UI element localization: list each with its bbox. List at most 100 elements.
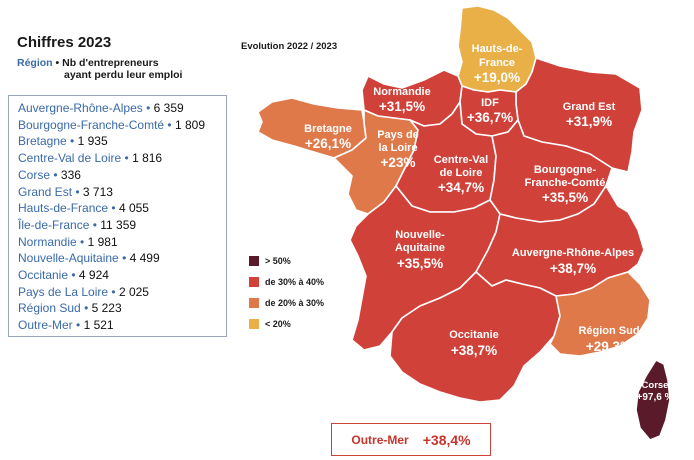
list-item-name: Île-de-France xyxy=(18,217,90,232)
list-item: Bretagne • 1 935 xyxy=(18,133,226,150)
list-item-name: Bretagne xyxy=(18,134,67,149)
list-item-separator: • xyxy=(167,117,172,132)
label-hdf-value: +19,0% xyxy=(474,70,520,85)
outre-mer-name: Outre-Mer xyxy=(351,432,409,447)
list-item-value: 336 xyxy=(60,167,81,182)
label-occ-name: Occitanie xyxy=(449,329,499,341)
legend-key-separator: • xyxy=(55,57,60,69)
label-cvl-value: +34,7% xyxy=(438,180,484,195)
list-item-name: Hauts-de-France xyxy=(18,201,109,216)
label-idf-value: +36,7% xyxy=(467,110,513,125)
label-ge-name: Grand Est xyxy=(563,101,616,113)
label-occ-value: +38,7% xyxy=(451,343,497,358)
list-item-value: 3 713 xyxy=(82,184,113,199)
list-item-separator: • xyxy=(122,251,127,266)
list-item-separator: • xyxy=(146,101,151,115)
list-item-name: Occitanie xyxy=(18,268,69,283)
label-sud-value: +29,3% xyxy=(586,339,632,354)
legend-swatch xyxy=(249,255,259,266)
label-hdf-name-2: France xyxy=(479,57,515,69)
label-bfc-value: +35,5% xyxy=(542,190,588,205)
label-bret-name: Bretagne xyxy=(304,123,352,135)
list-item-value: 2 025 xyxy=(118,284,149,299)
label-na-name-1: Nouvelle- xyxy=(395,229,445,241)
evolution-title: Evolution 2022 / 2023 xyxy=(241,41,338,52)
list-item: Normandie • 1 981 xyxy=(18,234,226,251)
list-item: Île-de-France • 11 359 xyxy=(18,217,226,234)
label-corse-name: Corse xyxy=(642,380,669,391)
list-item: Corse • 336 xyxy=(18,167,226,184)
list-item-name: Région Sud xyxy=(18,301,81,316)
label-na-value: +35,5% xyxy=(397,256,443,271)
label-bfc-name-2: Franche-Comté xyxy=(525,177,606,189)
label-na-name-2: Aquitaine xyxy=(395,242,445,254)
label-pdl-name-2: la Loire xyxy=(378,142,417,154)
legend-swatch xyxy=(249,297,259,308)
list-item-name: Corse xyxy=(18,167,51,182)
legend-label: de 30% à 40% xyxy=(265,276,325,287)
label-idf-name: IDF xyxy=(481,97,499,109)
list-item: Occitanie • 4 924 xyxy=(18,267,226,284)
list-item-value: 1 816 xyxy=(132,151,163,166)
label-ara-value: +38,7% xyxy=(550,261,596,276)
label-bfc-name-1: Bourgogne- xyxy=(534,164,597,176)
list-item-name: Normandie xyxy=(18,234,77,249)
list-item-name: Pays de La Loire xyxy=(18,284,109,299)
list-item-separator: • xyxy=(76,318,81,333)
legend-label: > 50% xyxy=(265,255,291,266)
list-item-value: 1 809 xyxy=(174,117,205,132)
label-bret-value: +26,1% xyxy=(305,136,351,151)
legend-key-desc-line2: ayant perdu leur emploi xyxy=(64,69,183,81)
list-item-name: Bourgogne-Franche-Comté xyxy=(18,117,165,132)
label-norm-name: Normandie xyxy=(373,86,430,98)
legend-entry: > 50% xyxy=(249,250,324,271)
label-norm-value: +31,5% xyxy=(379,99,425,114)
list-item-separator: • xyxy=(71,268,76,283)
legend-swatch xyxy=(249,276,259,287)
list-item: Pays de La Loire • 2 025 xyxy=(18,284,226,301)
list-item-name: Centre-Val de Loire xyxy=(18,151,122,166)
list-item-value: 4 924 xyxy=(78,268,109,283)
list-item: Hauts-de-France • 4 055 xyxy=(18,200,226,217)
label-pdl-name-1: Pays de xyxy=(377,129,419,141)
region-corse xyxy=(635,359,671,441)
legend-key-region: Région xyxy=(17,57,53,69)
label-ge-value: +31,9% xyxy=(566,114,612,129)
label-cvl-name-2: de Loire xyxy=(440,167,483,179)
list-item: Centre-Val de Loire • 1 816 xyxy=(18,150,226,167)
list-item: Auvergne-Rhône-Alpes • 6 359 xyxy=(18,100,226,117)
legend-swatch xyxy=(249,318,259,329)
region-sud xyxy=(549,271,651,357)
label-sud-name: Région Sud xyxy=(578,325,639,337)
label-hdf-name-1: Hauts-de- xyxy=(472,43,523,55)
list-item-value: 1 981 xyxy=(87,234,118,249)
list-item-separator: • xyxy=(124,151,129,166)
list-item-value: 1 521 xyxy=(83,318,114,333)
label-cvl-name-1: Centre-Val xyxy=(434,154,488,166)
list-item-value: 4 499 xyxy=(129,251,160,266)
outre-mer-value: +38,4% xyxy=(422,431,471,448)
label-corse-value: +97,6 % xyxy=(637,392,674,403)
outre-mer-box: Outre-Mer +38,4% xyxy=(331,423,491,456)
label-pdl-value: +23% xyxy=(381,155,416,170)
list-item: Grand Est • 3 713 xyxy=(18,184,226,201)
color-legend: > 50% de 30% à 40% de 20% à 30% < 20% xyxy=(249,250,324,334)
list-item: Bourgogne-Franche-Comté • 1 809 xyxy=(18,117,226,134)
list-item-value: 6 359 xyxy=(153,101,184,115)
list-item-value: 4 055 xyxy=(118,201,149,216)
list-item-name: Auvergne-Rhône-Alpes xyxy=(18,101,143,115)
list-item-separator: • xyxy=(92,217,97,232)
page-title: Chiffres 2023 xyxy=(17,34,112,51)
list-item: Outre-Mer • 1 521 xyxy=(18,317,226,334)
legend-label: < 20% xyxy=(265,318,291,329)
legend-entry: de 30% à 40% xyxy=(249,271,324,292)
list-item-separator: • xyxy=(84,301,89,316)
legend-key-desc-line1: Nb d'entrepreneurs xyxy=(62,57,159,69)
list-item-separator: • xyxy=(80,234,85,249)
list-item-value: 11 359 xyxy=(100,217,137,232)
legend-label: de 20% à 30% xyxy=(265,297,325,308)
list-item: Région Sud • 5 223 xyxy=(18,300,226,317)
list-item-value: 1 935 xyxy=(77,134,108,149)
list-item-separator: • xyxy=(75,184,80,199)
